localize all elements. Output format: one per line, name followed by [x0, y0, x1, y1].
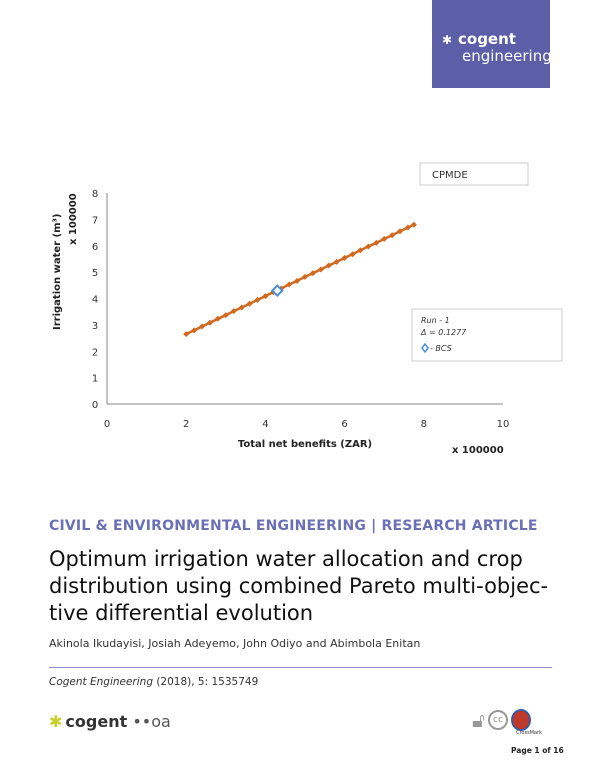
series-line: [185, 223, 415, 336]
data-point: [389, 232, 396, 239]
data-point: [317, 266, 324, 273]
data-point: [325, 262, 332, 269]
crossmark-label: CrossMark: [516, 730, 543, 736]
data-point: [404, 224, 411, 231]
data-point: [238, 304, 245, 311]
y-tick-label: 7: [92, 215, 98, 226]
data-point: [333, 258, 340, 265]
journal-logo: ✱ cogent engineering: [432, 0, 552, 88]
data-point: [222, 312, 229, 319]
y-tick-label: 0: [92, 400, 98, 411]
data-point: [357, 247, 364, 254]
citation: Cogent Engineering (2018), 5: 1535749: [49, 676, 258, 688]
y-tick-label: 2: [92, 347, 98, 358]
data-point: [286, 281, 293, 288]
citation-details: (2018), 5: 1535749: [153, 676, 259, 688]
data-point: [373, 239, 380, 246]
data-point: [206, 319, 213, 326]
figure-chart: CPMDE 0 2 4 6 8 10 0 1 2 3 4 5 6 7 8 Total net benefit…: [52, 162, 563, 456]
page-number: Page 1 of 16: [511, 746, 564, 755]
data-point: [262, 293, 269, 300]
logo-text: cogent: [458, 30, 516, 48]
cogent-oa-logo: ✱ cogent ••oa: [49, 712, 171, 731]
legend-box: [411, 308, 563, 362]
brand-text: cogent: [65, 712, 128, 731]
legend-run: Run - 1: [421, 316, 450, 325]
y-tick-label: 1: [92, 374, 98, 385]
data-point: [294, 277, 301, 284]
x-tick-label: 10: [497, 419, 510, 430]
x-axis-label: Total net benefits (ZAR): [238, 439, 372, 450]
journal-name: Cogent Engineering: [49, 676, 153, 688]
legend-delta: Δ = 0.1277: [420, 328, 467, 337]
legend-bcs: - BCS: [430, 344, 452, 353]
chart-title-box: [419, 162, 529, 186]
crossmark-icon[interactable]: [510, 709, 531, 731]
y-axis-label: Irrigation water (m³): [52, 214, 63, 331]
divider: [49, 667, 552, 668]
data-point: [183, 331, 190, 338]
data-point: [191, 327, 198, 334]
y-tick-label: 8: [92, 189, 98, 200]
data-point: [410, 221, 417, 228]
y-tick-label: 4: [92, 295, 98, 306]
y-tick-label: 6: [92, 242, 98, 253]
data-point: [381, 235, 388, 242]
x-tick-label: 2: [183, 419, 189, 430]
data-point: [246, 300, 253, 307]
article-authors: Akinola Ikudayisi, Josiah Adeyemo, John …: [49, 637, 421, 650]
data-point: [397, 228, 404, 235]
x-tick-label: 8: [421, 419, 427, 430]
article-title: Optimum irrigation water allocation and …: [49, 547, 549, 625]
data-point: [254, 296, 261, 303]
data-point: [349, 251, 356, 258]
open-access-icon[interactable]: 🔓︎: [472, 708, 485, 732]
article-category: CIVIL & ENVIRONMENTAL ENGINEERING | RESE…: [49, 518, 538, 534]
data-point: [302, 273, 308, 280]
cogent-star-icon: ✱: [49, 712, 63, 731]
data-point: [199, 323, 206, 330]
y-multiplier: x 100000: [68, 193, 79, 245]
x-tick-label: 6: [341, 419, 347, 430]
data-point: [214, 315, 221, 322]
creative-commons-icon[interactable]: cc: [487, 710, 508, 730]
x-multiplier: x 100000: [452, 445, 504, 456]
y-tick-label: 3: [92, 321, 98, 332]
chart-title: CPMDE: [432, 170, 468, 181]
data-point: [230, 308, 237, 315]
bcs-point: [270, 284, 284, 298]
logo-subtext: engineering: [462, 47, 552, 65]
license-badges: 🔓︎ cc: [472, 708, 531, 732]
x-tick-label: 0: [104, 419, 110, 430]
y-tick-label: 5: [92, 268, 98, 279]
legend-bcs-marker: [421, 342, 429, 354]
data-point: [365, 243, 372, 250]
cogent-star-icon: ✱: [442, 33, 453, 47]
x-tick-label: 4: [262, 419, 268, 430]
data-point: [309, 270, 316, 277]
brand-suffix: oa: [151, 712, 171, 731]
data-point: [341, 254, 348, 261]
